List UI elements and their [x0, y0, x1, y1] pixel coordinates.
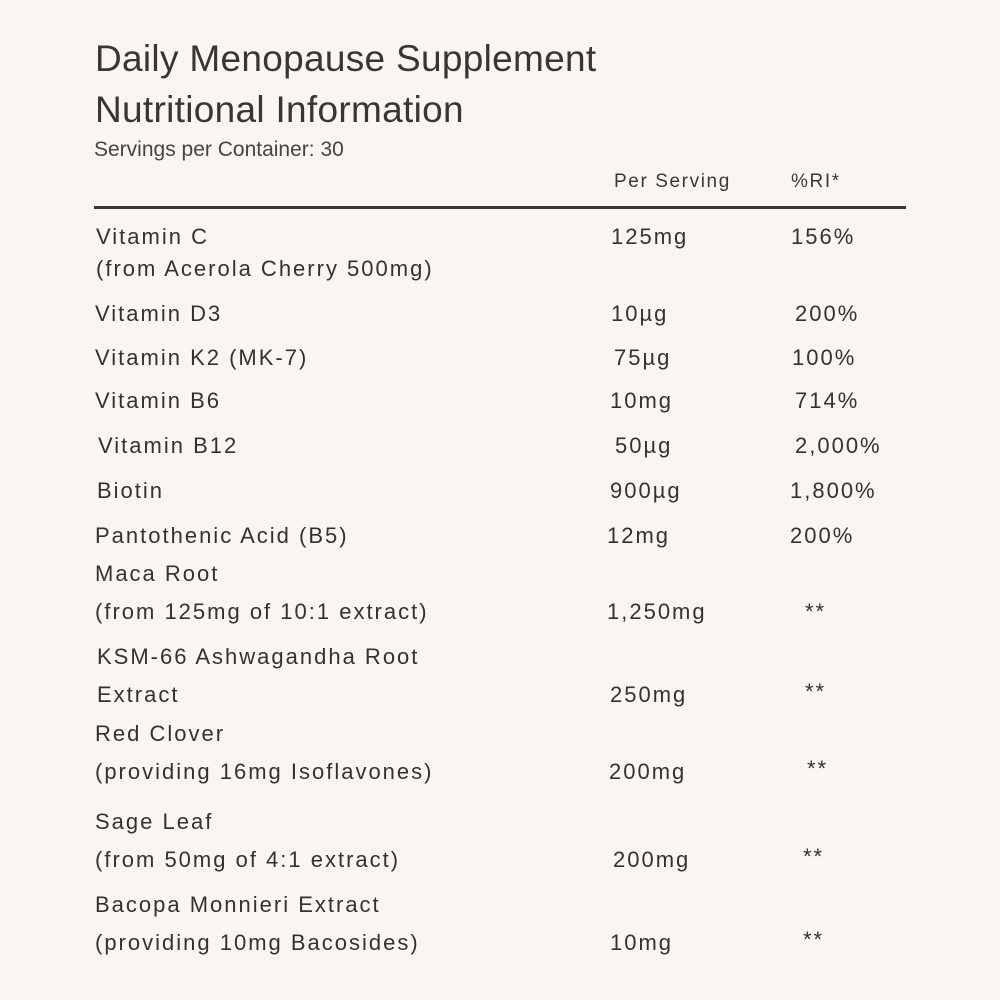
- nutrient-name: Sage Leaf: [95, 809, 214, 834]
- nutrient-ri: **: [803, 844, 825, 869]
- nutrient-ri: **: [805, 599, 827, 624]
- nutrient-ri: **: [803, 927, 825, 952]
- nutrient-amount: 10µg: [611, 301, 669, 326]
- header-per-serving: Per Serving: [614, 171, 731, 192]
- nutrient-ri: 156%: [791, 224, 856, 249]
- nutrient-name: Bacopa Monnieri Extract: [95, 892, 381, 917]
- nutrient-name: Red Clover: [95, 721, 226, 746]
- nutrient-detail: (providing 10mg Bacosides): [95, 930, 420, 955]
- nutrient-amount: 200mg: [609, 759, 687, 784]
- nutrient-name: Maca Root: [95, 561, 220, 586]
- nutrient-amount: 50µg: [615, 433, 673, 458]
- nutrient-name: Vitamin B12: [98, 433, 239, 458]
- nutrient-ri: 714%: [795, 388, 860, 413]
- nutrient-detail: (providing 16mg Isoflavones): [95, 759, 434, 784]
- title-line-2: Nutritional Information: [95, 89, 464, 130]
- nutrient-name: Vitamin K2 (MK-7): [95, 345, 309, 370]
- nutrient-ri: 1,800%: [790, 478, 877, 503]
- nutrient-amount: 900µg: [610, 478, 682, 503]
- nutrient-ri: 200%: [790, 523, 855, 548]
- nutrient-amount: 125mg: [611, 224, 689, 249]
- nutrient-name: Vitamin C: [96, 224, 209, 249]
- nutrient-ri: **: [807, 756, 829, 781]
- nutrient-amount: 250mg: [610, 682, 688, 707]
- nutrient-amount: 200mg: [613, 847, 691, 872]
- servings-per-container: Servings per Container: 30: [94, 138, 344, 161]
- nutrient-amount: 10mg: [610, 388, 674, 413]
- header-ri: %RI*: [791, 171, 841, 192]
- nutrient-detail: (from 125mg of 10:1 extract): [95, 599, 429, 624]
- title-line-1: Daily Menopause Supplement: [95, 38, 597, 79]
- nutrient-ri: **: [805, 679, 827, 704]
- nutrient-ri: 200%: [795, 301, 860, 326]
- nutrient-detail: (from 50mg of 4:1 extract): [95, 847, 401, 872]
- nutrient-name: KSM-66 Ashwagandha Root: [97, 644, 420, 669]
- nutrient-amount: 1,250mg: [607, 599, 707, 624]
- nutrient-name: Biotin: [97, 478, 165, 503]
- nutrient-amount: 12mg: [607, 523, 671, 548]
- nutrient-detail: (from Acerola Cherry 500mg): [96, 256, 434, 281]
- nutrient-name: Vitamin D3: [95, 301, 223, 326]
- nutrient-ri: 100%: [792, 345, 857, 370]
- nutrient-detail: Extract: [97, 682, 180, 707]
- nutrient-name: Vitamin B6: [95, 388, 221, 413]
- nutrient-ri: 2,000%: [795, 433, 882, 458]
- header-divider: [94, 206, 906, 209]
- nutrient-amount: 10mg: [610, 930, 674, 955]
- nutrient-name: Pantothenic Acid (B5): [95, 523, 349, 548]
- nutrient-amount: 75µg: [614, 345, 672, 370]
